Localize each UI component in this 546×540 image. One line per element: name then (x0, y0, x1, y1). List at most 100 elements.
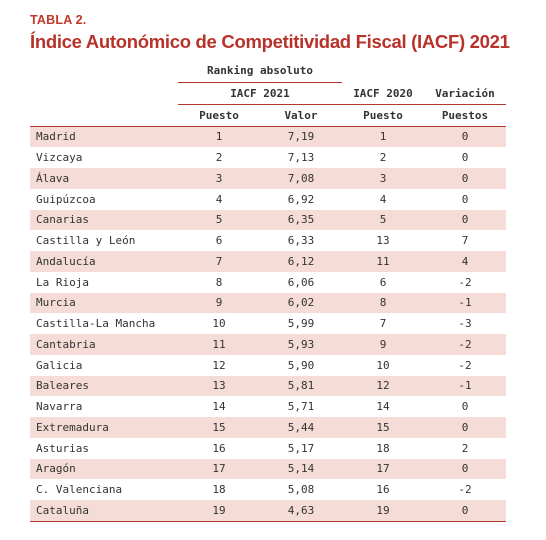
region-cell: Baleares (30, 375, 178, 397)
header-empty-cell (30, 59, 178, 83)
region-cell: Canarias (30, 209, 178, 231)
table-row: Murcia 9 6,02 8 -1 (30, 292, 506, 314)
valor-2021-cell: 5,71 (287, 400, 315, 414)
region-cell: Murcia (30, 292, 178, 314)
puesto-2020-cell: 19 (342, 500, 424, 522)
header-empty-cell (342, 59, 506, 83)
variacion-cell: 0 (424, 126, 506, 148)
table-row: Castilla y León 6 6,33 13 7 (30, 230, 506, 251)
valor-2021-cell: 5,93 (260, 334, 342, 355)
valor-2021-cell: 5,17 (287, 441, 315, 455)
region-cell: Castilla-La Mancha (36, 317, 156, 331)
region-cell: Álava (30, 168, 178, 189)
puesto-2020-cell: 1 (342, 126, 424, 148)
table-row: Guipúzcoa 4 6,92 4 0 (30, 189, 506, 210)
region-cell: Galicia (36, 358, 83, 372)
valor-2021-cell: 5,14 (260, 458, 342, 480)
puesto-2021-cell: 10 (212, 317, 226, 331)
table-title: Índice Autonómico de Competitividad Fisc… (30, 31, 510, 52)
region-cell: Asturias (36, 441, 89, 455)
variacion-cell: 0 (424, 458, 506, 480)
puesto-2021-cell: 13 (178, 375, 260, 397)
puesto-2021-cell: 11 (178, 334, 260, 355)
puesto-2020-cell: 17 (342, 458, 424, 480)
region-cell: Cataluña (30, 500, 178, 522)
variacion-cell: 0 (424, 417, 506, 438)
table-header: Ranking absoluto IACF 2021 IACF 2020 Var… (30, 59, 506, 127)
table-row: Cataluña 19 4,63 19 0 (30, 500, 506, 522)
variacion-cell: 0 (424, 209, 506, 231)
region-cell: Aragón (30, 458, 178, 480)
puesto-2021-cell: 7 (178, 251, 260, 272)
valor-2021-cell: 5,99 (287, 317, 315, 331)
variacion-cell: -1 (424, 375, 506, 397)
variacion-cell: 0 (461, 151, 469, 165)
variacion-cell: -2 (458, 483, 472, 497)
table-container: TABLA 2. Índice Autonómico de Competitiv… (30, 12, 510, 522)
header-iacf-2021: IACF 2021 (178, 82, 342, 105)
puesto-2020-cell: 7 (379, 317, 387, 331)
valor-2021-cell: 4,63 (260, 500, 342, 522)
table-row: Aragón 17 5,14 17 0 (30, 458, 506, 480)
puesto-2020-cell: 3 (342, 168, 424, 189)
puesto-2021-cell: 6 (215, 234, 223, 248)
variacion-cell: -1 (424, 292, 506, 314)
region-cell: Madrid (30, 126, 178, 148)
puesto-2021-cell: 17 (178, 458, 260, 480)
region-cell: Cantabria (30, 334, 178, 355)
region-cell: Extremadura (30, 417, 178, 438)
header-puestos: Puestos (424, 104, 506, 127)
variacion-cell: 4 (424, 251, 506, 272)
variacion-cell: 0 (461, 400, 469, 414)
region-cell: C. Valenciana (36, 483, 123, 497)
puesto-2020-cell: 13 (376, 234, 390, 248)
puesto-2020-cell: 9 (342, 334, 424, 355)
valor-2021-cell: 7,19 (260, 126, 342, 148)
valor-2021-cell: 6,12 (260, 251, 342, 272)
region-cell: Guipúzcoa (36, 192, 96, 206)
variacion-cell: 0 (424, 168, 506, 189)
table-row: Vizcaya 2 7,13 2 0 (30, 147, 506, 168)
header-row-ranking: Ranking absoluto (30, 59, 506, 83)
table-label: TABLA 2. (30, 13, 87, 27)
table-row: Castilla-La Mancha 10 5,99 7 -3 (30, 313, 506, 334)
table-row: Andalucía 7 6,12 11 4 (30, 251, 506, 272)
puesto-2020-cell: 11 (342, 251, 424, 272)
puesto-2021-cell: 12 (212, 358, 226, 372)
puesto-2020-cell: 6 (379, 275, 387, 289)
table-body: Madrid 1 7,19 1 0 Vizcaya 2 7,13 2 0 Álava 3 7,08 3 0 G… (30, 126, 506, 522)
variacion-cell: -2 (424, 334, 506, 355)
valor-2021-cell: 6,92 (287, 192, 315, 206)
header-iacf-2020: IACF 2020 (342, 82, 424, 105)
region-cell: Navarra (36, 400, 83, 414)
valor-2021-cell: 6,02 (260, 292, 342, 314)
table-row: Baleares 13 5,81 12 -1 (30, 375, 506, 397)
valor-2021-cell: 6,33 (287, 234, 315, 248)
puesto-2020-cell: 4 (379, 192, 387, 206)
puesto-2021-cell: 3 (178, 168, 260, 189)
valor-2021-cell: 6,06 (287, 275, 315, 289)
puesto-2020-cell: 15 (342, 417, 424, 438)
header-row-years: IACF 2021 IACF 2020 Variación (30, 82, 506, 105)
competitiveness-table: Ranking absoluto IACF 2021 IACF 2020 Var… (30, 59, 506, 522)
puesto-2020-cell: 16 (376, 483, 390, 497)
table-row: Asturias 16 5,17 18 2 (30, 438, 506, 459)
header-puesto: Puesto (178, 104, 260, 127)
puesto-2021-cell: 18 (212, 483, 226, 497)
header-empty-cell (30, 104, 178, 127)
table-row: Cantabria 11 5,93 9 -2 (30, 334, 506, 355)
variacion-cell: -2 (458, 358, 472, 372)
table-row: C. Valenciana 18 5,08 16 -2 (30, 479, 506, 500)
puesto-2021-cell: 8 (215, 275, 223, 289)
table-row: La Rioja 8 6,06 6 -2 (30, 272, 506, 293)
puesto-2020-cell: 14 (376, 400, 390, 414)
region-cell: Castilla y León (36, 234, 136, 248)
valor-2021-cell: 5,90 (287, 358, 315, 372)
puesto-2020-cell: 12 (342, 375, 424, 397)
puesto-2021-cell: 1 (178, 126, 260, 148)
region-cell: Andalucía (30, 251, 178, 272)
variacion-cell: 7 (461, 234, 469, 248)
region-cell: Vizcaya (36, 151, 83, 165)
puesto-2020-cell: 10 (376, 358, 390, 372)
puesto-2021-cell: 4 (215, 192, 223, 206)
